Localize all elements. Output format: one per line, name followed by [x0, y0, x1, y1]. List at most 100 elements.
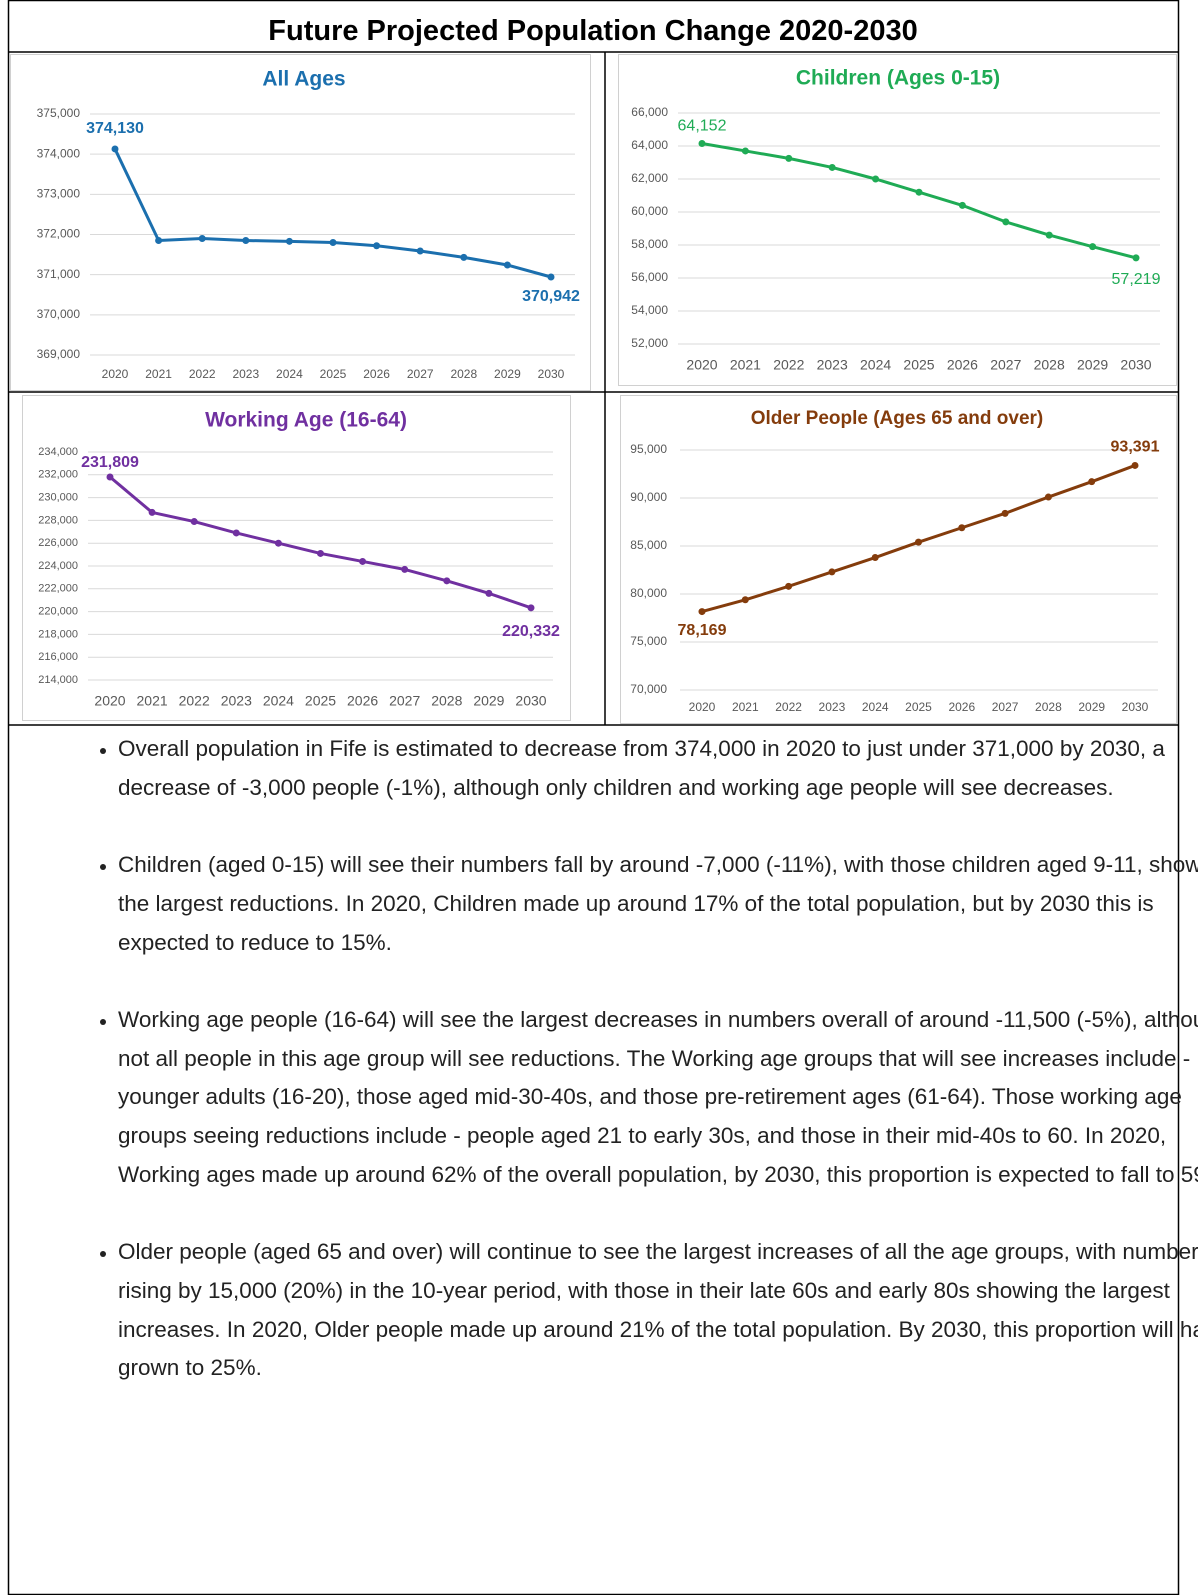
x-tick-label: 2020 — [94, 693, 125, 709]
data-point — [828, 568, 836, 576]
x-tick-label: 2021 — [145, 367, 172, 381]
x-tick-label: 2025 — [903, 357, 934, 373]
x-tick-label: 2020 — [102, 367, 129, 381]
data-point — [1001, 509, 1009, 517]
data-point — [190, 518, 198, 526]
x-tick-label: 2022 — [773, 357, 804, 373]
data-label: 78,169 — [678, 622, 727, 639]
data-point — [1089, 243, 1097, 251]
data-point — [1045, 231, 1053, 239]
chart-frame — [620, 395, 1177, 724]
y-tick-label: 70,000 — [630, 682, 667, 696]
x-tick-label: 2026 — [363, 367, 390, 381]
x-tick-label: 2027 — [389, 693, 420, 709]
x-tick-label: 2029 — [473, 693, 504, 709]
data-point — [915, 538, 922, 546]
data-point — [871, 554, 879, 562]
data-point — [785, 582, 793, 590]
data-point — [485, 589, 493, 597]
bullet-item: Children (aged 0-15) will see their numb… — [118, 846, 1198, 962]
x-tick-label: 2024 — [860, 357, 891, 373]
chart-title: Working Age (16-64) — [205, 409, 407, 432]
x-tick-label: 2024 — [276, 367, 303, 381]
x-tick-label: 2024 — [263, 693, 294, 709]
chart-title: Children (Ages 0-15) — [796, 67, 1000, 90]
x-tick-label: 2022 — [179, 693, 210, 709]
data-point — [242, 237, 250, 245]
x-tick-label: 2029 — [1077, 357, 1108, 373]
y-tick-label: 222,000 — [38, 583, 78, 595]
chart-frame — [22, 395, 571, 721]
y-tick-label: 58,000 — [631, 237, 668, 251]
x-tick-label: 2030 — [538, 367, 565, 381]
bullet-item: Older people (aged 65 and over) will con… — [118, 1233, 1198, 1388]
data-point — [359, 557, 367, 565]
y-tick-label: 64,000 — [631, 138, 668, 152]
data-point — [741, 147, 749, 155]
data-point — [285, 237, 293, 245]
y-tick-label: 62,000 — [631, 171, 668, 185]
x-tick-label: 2025 — [905, 700, 932, 714]
x-tick-label: 2027 — [407, 367, 434, 381]
x-tick-label: 2026 — [948, 700, 975, 714]
data-point — [198, 235, 206, 243]
data-label: 370,942 — [522, 288, 580, 305]
y-tick-label: 371,000 — [37, 267, 81, 281]
data-point — [527, 604, 535, 612]
chart-frame — [10, 54, 591, 391]
data-label: 57,219 — [1112, 271, 1161, 288]
x-tick-label: 2030 — [515, 693, 546, 709]
data-point — [155, 237, 163, 245]
y-tick-label: 80,000 — [630, 586, 667, 600]
x-tick-label: 2027 — [992, 700, 1019, 714]
data-label: 374,130 — [86, 120, 144, 137]
x-tick-label: 2030 — [1122, 700, 1149, 714]
y-tick-label: 75,000 — [630, 634, 667, 648]
data-point — [460, 253, 468, 261]
data-point — [1132, 254, 1140, 262]
data-label: 231,809 — [81, 454, 139, 471]
y-tick-label: 373,000 — [37, 187, 81, 201]
chart-title: All Ages — [262, 68, 345, 91]
data-point — [111, 145, 119, 153]
x-tick-label: 2025 — [305, 693, 336, 709]
y-tick-label: 90,000 — [630, 490, 667, 504]
bullet-list: Overall population in Fife is estimated … — [60, 730, 1198, 1427]
data-point — [416, 247, 424, 255]
bullet-item: Overall population in Fife is estimated … — [118, 730, 1198, 807]
x-tick-label: 2025 — [320, 367, 347, 381]
data-point — [828, 163, 836, 171]
data-point — [401, 565, 409, 573]
data-point — [1044, 493, 1052, 501]
x-tick-label: 2023 — [221, 693, 252, 709]
data-point — [915, 188, 923, 196]
data-point — [958, 201, 966, 209]
y-tick-label: 374,000 — [37, 146, 81, 160]
x-tick-label: 2020 — [686, 357, 717, 373]
data-point — [317, 549, 324, 557]
x-tick-label: 2023 — [232, 367, 259, 381]
data-point — [698, 608, 706, 616]
x-tick-label: 2028 — [1034, 357, 1065, 373]
y-tick-label: 372,000 — [37, 227, 81, 241]
data-point — [274, 539, 282, 547]
x-tick-label: 2022 — [189, 367, 216, 381]
x-tick-label: 2023 — [817, 357, 848, 373]
y-tick-label: 230,000 — [38, 492, 78, 504]
data-point — [872, 175, 880, 183]
x-tick-label: 2026 — [947, 357, 978, 373]
y-tick-label: 220,000 — [38, 606, 78, 618]
data-point — [373, 242, 381, 250]
document-title: Future Projected Population Change 2020-… — [268, 15, 918, 47]
x-tick-label: 2020 — [689, 700, 716, 714]
y-tick-label: 226,000 — [38, 537, 78, 549]
data-point — [148, 508, 156, 516]
data-point — [1131, 461, 1139, 469]
chart-frame — [618, 54, 1177, 386]
data-label: 220,332 — [502, 623, 560, 640]
data-point — [106, 473, 114, 481]
y-tick-label: 216,000 — [38, 651, 78, 663]
data-point — [443, 577, 451, 585]
x-tick-label: 2022 — [775, 700, 802, 714]
